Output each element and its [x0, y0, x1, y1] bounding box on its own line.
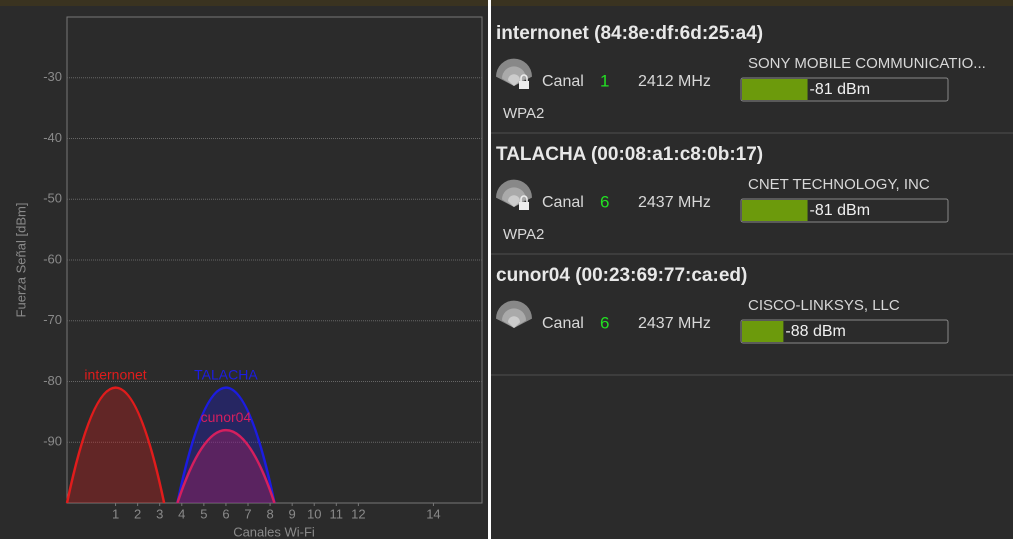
y-tick-label: -60	[43, 251, 62, 266]
signal-bar	[742, 200, 808, 221]
signal-bar	[742, 321, 784, 342]
vendor: SONY MOBILE COMMUNICATIO...	[748, 55, 986, 72]
network-title: TALACHA (00:08:a1:c8:0b:17)	[496, 144, 763, 165]
vendor: CISCO-LINKSYS, LLC	[748, 297, 900, 314]
frequency: 2412 MHz	[638, 73, 711, 90]
y-tick-label: -40	[43, 130, 62, 145]
status-strip	[0, 0, 1013, 6]
signal-label: -88 dBm	[785, 323, 845, 340]
x-tick-label: 3	[156, 506, 163, 521]
x-tick-label: 9	[289, 506, 296, 521]
frequency: 2437 MHz	[638, 315, 711, 332]
y-tick-label: -80	[43, 373, 62, 388]
curve-label: cunor04	[201, 409, 252, 425]
curve-label: TALACHA	[194, 366, 258, 382]
divider	[488, 0, 491, 539]
channel-label: Canal	[542, 315, 584, 332]
x-tick-label: 10	[307, 506, 321, 521]
channel-label: Canal	[542, 194, 584, 211]
lock-shackle	[520, 74, 528, 81]
frequency: 2437 MHz	[638, 194, 711, 211]
security: WPA2	[503, 226, 544, 243]
channel: 6	[600, 313, 609, 332]
network-title: internonet (84:8e:df:6d:25:a4)	[496, 23, 763, 44]
lock-shackle	[520, 195, 528, 202]
network-title: cunor04 (00:23:69:77:ca:ed)	[496, 265, 747, 286]
x-tick-label: 11	[330, 506, 344, 521]
y-tick-label: -30	[43, 69, 62, 84]
y-axis-label: Fuerza Señal [dBm]	[13, 203, 28, 318]
x-tick-label: 4	[178, 506, 185, 521]
wifi-icon	[508, 316, 520, 328]
signal-label: -81 dBm	[810, 81, 870, 98]
lock-icon	[519, 202, 529, 210]
network-list: internonet (84:8e:df:6d:25:a4) Canal 1 2412…	[491, 23, 1013, 376]
channel-label: Canal	[542, 73, 584, 90]
signal-bar	[742, 79, 808, 100]
x-tick-label: 14	[426, 506, 440, 521]
channel: 1	[600, 71, 609, 90]
signal-track	[740, 319, 949, 344]
x-tick-label: 8	[266, 506, 273, 521]
lock-icon	[519, 81, 529, 89]
wifi-icon	[508, 74, 520, 86]
x-tick-label: 5	[200, 506, 207, 521]
x-tick-label: 12	[351, 506, 365, 521]
x-tick-label: 1	[112, 506, 119, 521]
x-tick-label: 7	[244, 506, 251, 521]
y-tick-label: -90	[43, 434, 62, 449]
x-axis-label: Canales Wi-Fi	[233, 524, 315, 539]
channel: 6	[600, 192, 609, 211]
signal-curve	[176, 386, 276, 504]
vendor: CNET TECHNOLOGY, INC	[748, 176, 930, 193]
curve-label: internonet	[84, 366, 146, 382]
wifi-icon	[508, 195, 520, 207]
x-tick-label: 6	[222, 506, 229, 521]
y-tick-label: -50	[43, 191, 62, 206]
y-tick-label: -70	[43, 312, 62, 327]
x-tick-label: 2	[134, 506, 141, 521]
signal-label: -81 dBm	[810, 202, 870, 219]
signal-curve	[176, 428, 276, 504]
security: WPA2	[503, 105, 544, 122]
signal-curve	[65, 386, 166, 504]
